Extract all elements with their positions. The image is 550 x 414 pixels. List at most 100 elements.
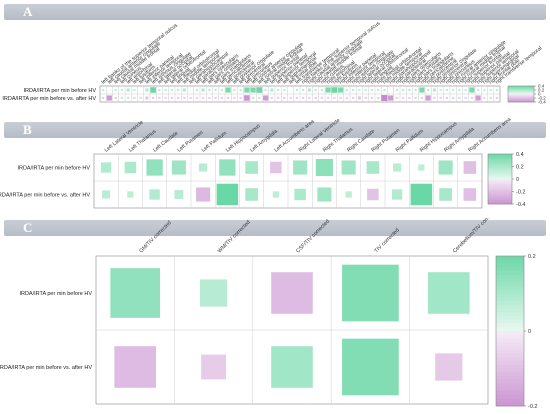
row-label: IRDA/IRTA per min before HV (19, 291, 92, 297)
heatmap-cell (464, 88, 467, 92)
heatmap-cell (432, 88, 436, 92)
heatmap-cell (120, 88, 123, 92)
panel-a-banner (4, 4, 546, 20)
heatmap-cell (114, 346, 156, 388)
heatmap-cell (126, 88, 130, 92)
heatmap-cell (102, 88, 105, 92)
colorbar-step (496, 327, 524, 332)
colorbar-step (496, 361, 524, 366)
colorbar-tick-label: 0.2 (538, 88, 545, 93)
colorbar-step (496, 394, 524, 399)
colorbar-step (508, 91, 534, 93)
heatmap-cell (315, 158, 333, 177)
heatmap-cell (377, 96, 380, 100)
heatmap-cell (390, 89, 391, 91)
heatmap-cell (270, 96, 273, 100)
heatmap-cell (114, 96, 117, 100)
heatmap-cell (199, 163, 208, 172)
colorbar-step (508, 95, 534, 97)
heatmap-cell (140, 89, 141, 91)
colorbar-step (508, 87, 534, 88)
heatmap-cell (352, 96, 355, 100)
colorbar-step (496, 376, 524, 381)
heatmap-cell (489, 88, 492, 92)
heatmap-cell (364, 96, 367, 100)
colorbar-step (508, 94, 534, 96)
heatmap-cell (345, 88, 348, 92)
colorbar-step (496, 368, 524, 373)
colorbar-step (508, 96, 534, 98)
panel-c: C GM/TIV corrected WM/TIV corrected CSF/TI… (0, 218, 550, 414)
heatmap-cell (414, 96, 417, 100)
heatmap-cell (445, 88, 448, 92)
colorbar-tick-label: -0.2 (528, 404, 537, 410)
heatmap-cell (408, 96, 411, 100)
heatmap-cell (120, 96, 123, 100)
colorbar-step (488, 202, 512, 205)
heatmap-cell (195, 88, 198, 92)
heatmap-cell (152, 96, 155, 100)
colorbar-step (508, 100, 534, 102)
heatmap-cell (307, 88, 311, 92)
colorbar-step (508, 86, 534, 87)
heatmap-cell (433, 96, 436, 100)
colorbar-step (488, 186, 512, 189)
colorbar-step (488, 179, 512, 181)
heatmap-cell (290, 89, 291, 91)
heatmap-cell (495, 88, 498, 92)
heatmap-cell (258, 96, 261, 100)
panel-c-banner (4, 220, 546, 236)
heatmap-cell (358, 88, 361, 92)
colorbar-step (508, 88, 534, 90)
heatmap-cell (177, 96, 180, 100)
panel-a: A left banks of the superior temporal su… (0, 0, 550, 118)
colorbar-step (488, 189, 512, 191)
row-label: IRDA/IRTA per min before vs. after HV (2, 96, 96, 102)
heatmap-cell (475, 95, 481, 101)
column-label: Cerebellum/TIV corrected (452, 218, 500, 254)
heatmap-cell (366, 161, 380, 174)
heatmap-cell (483, 88, 486, 92)
heatmap-cell (393, 163, 402, 172)
heatmap-cell (177, 88, 180, 92)
heatmap-cell (244, 95, 250, 101)
heatmap-cell (463, 188, 477, 201)
colorbar-step (496, 402, 524, 407)
column-label: TIV corrected (374, 227, 401, 254)
heatmap-cell (244, 87, 250, 93)
heatmap-cell (139, 96, 142, 100)
colorbar-step (488, 194, 512, 196)
colorbar-step (488, 165, 512, 167)
heatmap-cell (201, 88, 205, 92)
colorbar-step (496, 334, 524, 339)
colorbar-step (488, 196, 512, 199)
heatmap-cell (295, 96, 298, 100)
colorbar-step (488, 197, 512, 200)
column-label: GM/TIV corrected (138, 220, 172, 254)
heatmap-cell (189, 96, 192, 100)
heatmap-cell (145, 96, 149, 100)
colorbar-tick-label: 0.2 (516, 164, 524, 170)
colorbar-step (496, 346, 524, 351)
colorbar-tick-label: -0.2 (516, 189, 525, 195)
colorbar-step (488, 187, 512, 190)
colorbar-step (508, 92, 534, 93)
heatmap-cell (272, 191, 280, 198)
colorbar-step (496, 398, 524, 403)
colorbar-step (508, 87, 534, 89)
heatmap-cell (314, 88, 317, 92)
colorbar-step (488, 157, 512, 160)
heatmap-cell (320, 88, 323, 92)
colorbar-step (508, 100, 534, 102)
column-label: Left Lateral Ventricle (104, 120, 145, 154)
colorbar-step (488, 167, 512, 170)
heatmap-cell (174, 190, 184, 199)
colorbar-step (488, 176, 512, 179)
column-label: Right Accumbens area (467, 118, 512, 154)
colorbar-step (488, 170, 512, 172)
heatmap-cell (428, 272, 470, 314)
colorbar-step (496, 364, 524, 369)
heatmap-cell (252, 96, 255, 100)
heatmap-cell (283, 96, 286, 100)
